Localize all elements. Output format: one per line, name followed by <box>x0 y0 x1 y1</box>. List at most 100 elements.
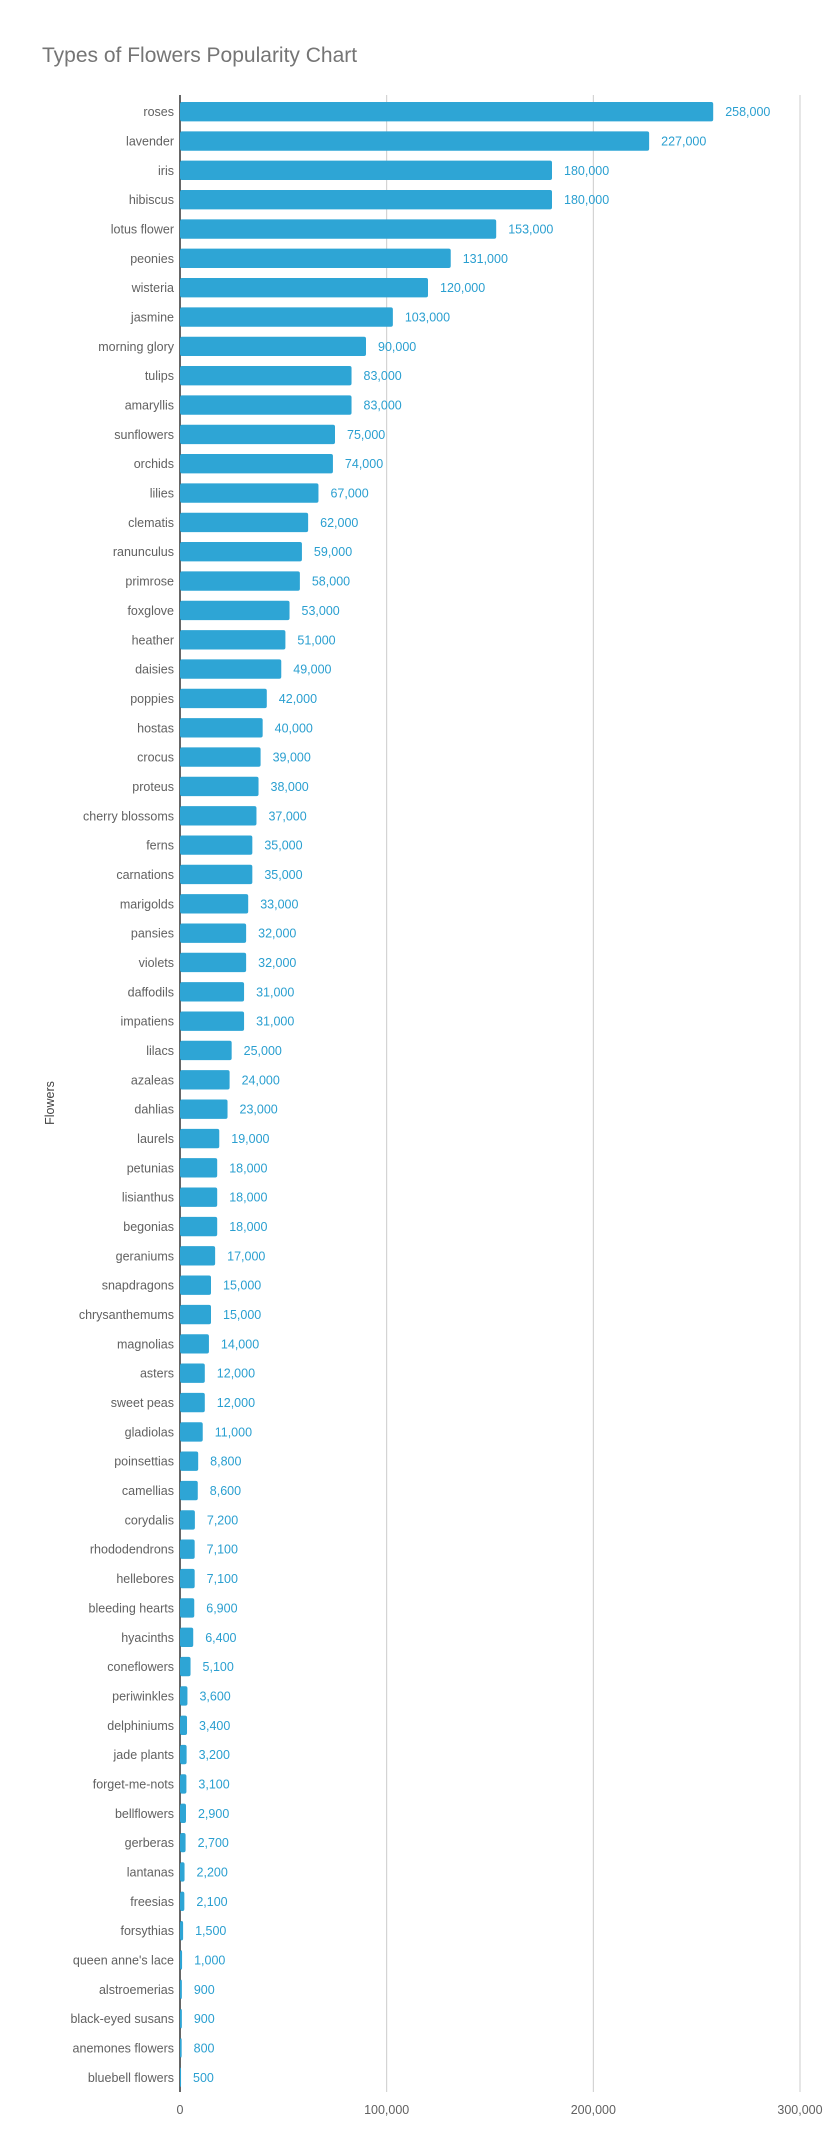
value-label: 18,000 <box>229 1220 267 1234</box>
x-tick-label: 100,000 <box>364 2103 409 2117</box>
category-label: foxglove <box>127 604 174 618</box>
value-label: 17,000 <box>227 1249 265 1263</box>
value-label: 18,000 <box>229 1161 267 1175</box>
bar <box>180 395 352 415</box>
value-label: 83,000 <box>364 369 402 383</box>
value-label: 51,000 <box>297 633 335 647</box>
bar <box>180 366 352 386</box>
value-label: 5,100 <box>203 1660 234 1674</box>
value-label: 6,400 <box>205 1631 236 1645</box>
category-label: daffodils <box>128 985 174 999</box>
value-label: 3,400 <box>199 1719 230 1733</box>
value-label: 58,000 <box>312 575 350 589</box>
bar <box>180 454 333 474</box>
value-label: 33,000 <box>260 897 298 911</box>
value-label: 90,000 <box>378 340 416 354</box>
category-label: rhododendrons <box>90 1543 174 1557</box>
bar <box>180 2067 182 2088</box>
value-label: 131,000 <box>463 252 508 266</box>
value-label: 6,900 <box>206 1601 237 1615</box>
bar <box>180 248 451 269</box>
category-label: sweet peas <box>111 1396 174 1410</box>
bar <box>180 952 247 973</box>
bar <box>180 542 302 562</box>
category-label: dahlias <box>134 1103 174 1117</box>
value-label: 32,000 <box>258 956 296 970</box>
value-label: 2,100 <box>196 1895 227 1909</box>
category-label: forget-me-nots <box>93 1777 174 1791</box>
value-label: 49,000 <box>293 663 331 677</box>
category-label: lavender <box>126 135 174 149</box>
category-label: wisteria <box>131 281 174 295</box>
value-label: 83,000 <box>364 399 402 413</box>
category-label: begonias <box>123 1220 174 1234</box>
category-label: coneflowers <box>107 1660 174 1674</box>
bar <box>180 1744 187 1765</box>
category-label: anemones flowers <box>73 2041 174 2055</box>
bar <box>180 1451 199 1471</box>
category-label: poppies <box>130 692 174 706</box>
x-tick-label: 200,000 <box>571 2103 616 2117</box>
category-label: lilacs <box>146 1044 174 1058</box>
category-labels: roses lavender iris hibiscus lotus flower peo… <box>70 105 174 2085</box>
category-label: bluebell flowers <box>88 2071 174 2085</box>
bar <box>180 1891 185 1911</box>
bar <box>180 219 497 239</box>
category-label: carnations <box>116 868 174 882</box>
value-label: 11,000 <box>215 1425 252 1439</box>
category-label: peonies <box>130 252 174 266</box>
category-label: pansies <box>131 927 174 941</box>
value-label: 7,100 <box>207 1543 238 1557</box>
x-tick-label: 300,000 <box>777 2103 822 2117</box>
category-label: hibiscus <box>129 193 174 207</box>
value-label: 32,000 <box>258 927 296 941</box>
category-label: marigolds <box>120 897 174 911</box>
category-label: corydalis <box>125 1513 174 1527</box>
category-label: forsythias <box>121 1924 175 1938</box>
value-label: 8,800 <box>210 1455 241 1469</box>
bar <box>180 1363 205 1383</box>
bar <box>180 718 263 738</box>
gridlines <box>179 95 801 2092</box>
category-label: asters <box>140 1367 174 1381</box>
bar <box>180 1539 195 1559</box>
value-label: 7,200 <box>207 1513 238 1527</box>
category-label: roses <box>143 105 174 119</box>
bar <box>180 688 267 709</box>
category-label: camellias <box>122 1484 174 1498</box>
value-label: 153,000 <box>508 223 553 237</box>
value-label: 59,000 <box>314 545 352 559</box>
bar <box>180 982 245 1002</box>
value-label: 1,000 <box>194 1953 225 1967</box>
bar <box>180 1158 218 1178</box>
category-label: magnolias <box>117 1337 174 1351</box>
category-label: queen anne's lace <box>73 1953 174 1967</box>
category-label: hostas <box>137 721 174 735</box>
bar <box>180 512 309 533</box>
bar <box>180 1656 191 1677</box>
category-label: gerberas <box>125 1836 174 1850</box>
category-label: ferns <box>146 839 174 853</box>
category-label: ranunculus <box>113 545 174 559</box>
bar <box>180 131 650 151</box>
category-label: jade plants <box>113 1748 174 1762</box>
bars <box>180 101 714 2088</box>
bar <box>180 1275 211 1295</box>
bar <box>180 483 319 503</box>
category-label: morning glory <box>98 340 174 354</box>
bar <box>180 1920 184 1941</box>
category-label: snapdragons <box>102 1279 174 1293</box>
value-label: 900 <box>194 2012 215 2026</box>
bar <box>180 747 261 767</box>
value-label: 7,100 <box>207 1572 238 1586</box>
bar <box>180 1422 203 1442</box>
bar <box>180 1686 188 1706</box>
bar <box>180 1774 187 1794</box>
value-label: 19,000 <box>231 1132 269 1146</box>
bar <box>180 1510 195 1530</box>
category-label: proteus <box>132 780 174 794</box>
bar <box>180 1216 218 1237</box>
category-label: impatiens <box>121 1015 175 1029</box>
